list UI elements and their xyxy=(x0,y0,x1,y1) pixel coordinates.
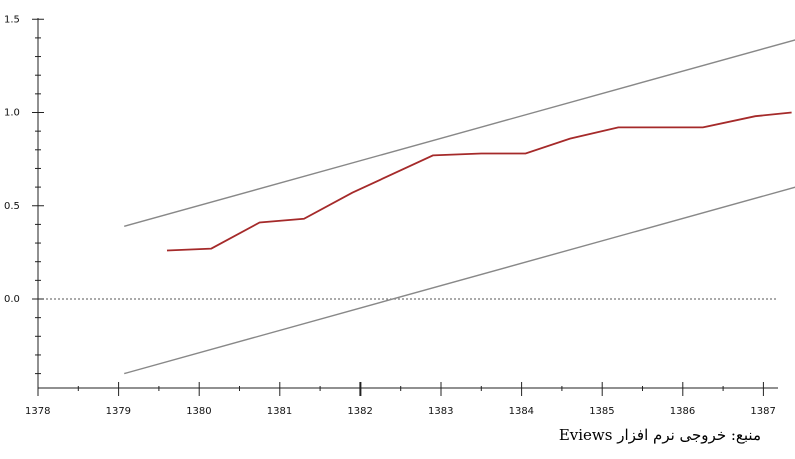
y-axis-ticks: 0.0 0.5 1.0 1.5 xyxy=(4,14,44,375)
x-tick-label: 1378 xyxy=(25,406,50,417)
x-tick-label: 1383 xyxy=(428,406,453,417)
y-tick-label: 1.0 xyxy=(4,108,20,119)
x-tick-label: 1382 xyxy=(347,406,372,417)
y-tick-label: 0.0 xyxy=(4,294,20,305)
x-tick-label: 1385 xyxy=(589,406,614,417)
y-tick-label: 1.5 xyxy=(4,14,20,25)
x-tick-label: 1387 xyxy=(750,406,775,417)
upper-bound-line xyxy=(124,39,795,227)
y-tick-label: 0.5 xyxy=(4,201,20,212)
x-tick-label: 1380 xyxy=(186,406,211,417)
x-tick-label: 1379 xyxy=(106,406,131,417)
bounds-lines xyxy=(124,39,795,375)
x-tick-label: 1381 xyxy=(267,406,292,417)
lower-bound-line xyxy=(124,186,795,375)
x-tick-label: 1386 xyxy=(670,406,695,417)
x-tick-label: 1384 xyxy=(509,406,534,417)
axes xyxy=(37,18,778,389)
x-axis-ticks: 1378 1379 1380 1381 1382 1383 1384 1385 1386 1387 xyxy=(25,382,776,417)
source-note: منبع: خروجی نرم افزار Eviews xyxy=(558,426,761,444)
statistic-series xyxy=(166,111,792,252)
statistic-line xyxy=(166,111,792,252)
chart: 1378 1379 1380 1381 1382 1383 1384 1385 1386 1387… xyxy=(4,14,795,417)
